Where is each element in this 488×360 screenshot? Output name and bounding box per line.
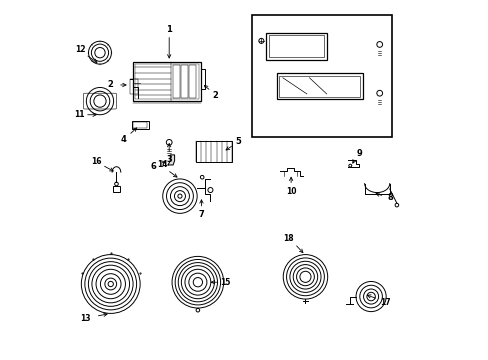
Text: 6: 6 [150, 162, 156, 171]
Text: 10: 10 [285, 187, 296, 196]
Text: 17: 17 [379, 298, 390, 307]
Text: 11: 11 [74, 110, 84, 119]
Text: 8: 8 [387, 193, 392, 202]
Text: 1: 1 [166, 25, 172, 34]
Bar [133, 122, 147, 128]
Text: 4: 4 [121, 135, 126, 144]
Text: 14: 14 [157, 161, 167, 170]
Text: 18: 18 [283, 234, 293, 243]
Bar [265, 33, 326, 60]
Text: 2: 2 [107, 81, 113, 90]
Bar [135, 64, 199, 99]
Bar [276, 73, 362, 99]
Text: 13: 13 [80, 314, 91, 323]
Bar [129, 79, 137, 94]
Text: 9: 9 [356, 149, 362, 158]
Bar [268, 36, 324, 57]
Polygon shape [168, 155, 174, 165]
Text: 12: 12 [75, 45, 86, 54]
Text: 15: 15 [220, 278, 230, 287]
Bar [172, 64, 179, 98]
Bar [196, 141, 231, 162]
Text: 2: 2 [212, 91, 218, 100]
Bar [189, 64, 196, 98]
Bar [251, 15, 391, 137]
Bar [279, 76, 360, 97]
Bar [181, 64, 187, 98]
Text: 5: 5 [235, 137, 241, 146]
Text: 16: 16 [91, 157, 102, 166]
Bar [113, 186, 120, 192]
Bar [133, 62, 201, 101]
Text: 7: 7 [198, 210, 204, 219]
Text: 3: 3 [166, 155, 172, 164]
Bar [131, 121, 148, 129]
